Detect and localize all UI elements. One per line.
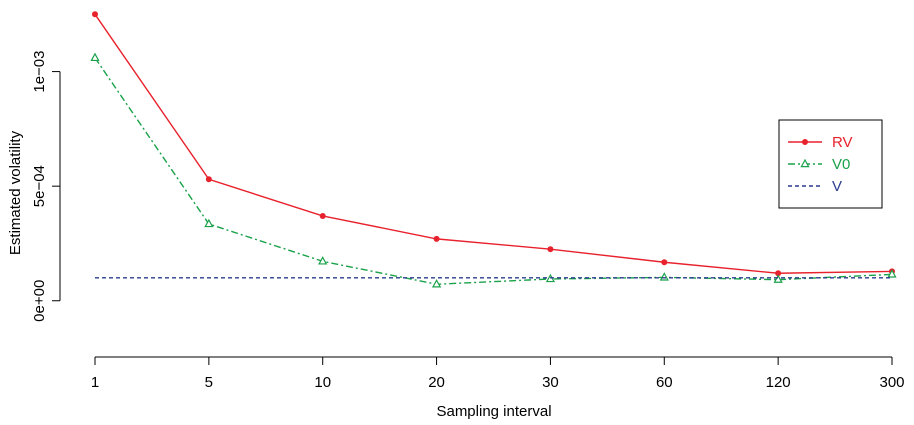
legend-label: RV — [832, 134, 853, 151]
y-tick-label: 0e+00 — [31, 280, 48, 322]
series-v0 — [90, 52, 897, 288]
x-tick-label: 20 — [428, 374, 445, 391]
x-axis-ticks: 1 5 10 20 30 60 120 300 — [91, 357, 905, 391]
x-tick-label: 1 — [91, 374, 99, 391]
data-point — [205, 176, 212, 183]
series-line-rv — [94, 13, 893, 274]
legend-label: V0 — [832, 156, 850, 173]
data-point — [92, 11, 98, 18]
x-tick-label: 5 — [205, 374, 213, 391]
data-point — [433, 235, 440, 242]
data-point — [661, 259, 668, 266]
x-tick-label: 30 — [542, 374, 559, 391]
x-tick-label: 10 — [314, 374, 331, 391]
legend-item-v0: V0 — [788, 156, 850, 173]
legend-label: V — [832, 178, 842, 195]
legend-marker — [800, 158, 810, 168]
series-line-v0 — [94, 57, 893, 285]
data-point — [318, 256, 328, 265]
data-point — [547, 246, 554, 253]
data-point — [887, 269, 897, 278]
data-point — [431, 278, 442, 288]
data-point — [773, 274, 783, 283]
data-point — [775, 270, 782, 277]
series-layer — [90, 11, 897, 288]
data-point — [659, 272, 669, 281]
x-tick-label: 300 — [879, 374, 904, 391]
series-rv — [92, 11, 895, 277]
x-tick-label: 60 — [656, 374, 673, 391]
y-axis-ticks: 0e+00 5e−04 1e−03 — [31, 51, 60, 322]
data-point — [319, 212, 326, 219]
y-tick-label: 5e−04 — [31, 165, 48, 207]
data-point — [204, 218, 214, 228]
x-tick-label: 120 — [766, 374, 791, 391]
legend-item-v: V — [788, 178, 842, 195]
legend-item-rv: RV — [788, 134, 853, 151]
legend: RV V0 V — [778, 119, 883, 209]
data-point — [90, 52, 100, 62]
legend-marker — [802, 139, 808, 145]
y-tick-label: 1e−03 — [31, 51, 48, 93]
y-axis-label: Estimated volatility — [7, 130, 24, 255]
legend-box — [778, 119, 883, 209]
x-axis-label: Sampling interval — [436, 403, 551, 420]
